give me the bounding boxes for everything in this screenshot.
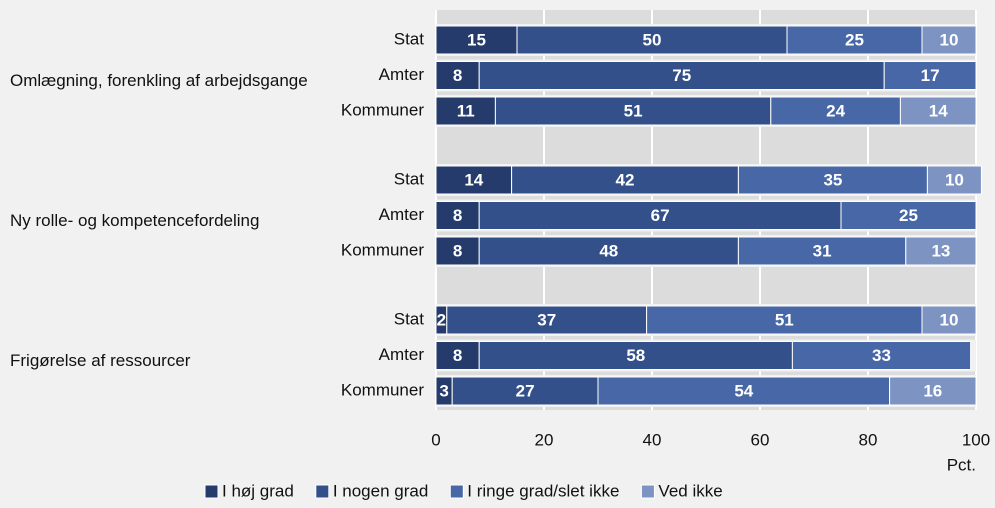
data-label: 11 bbox=[457, 101, 475, 120]
bar-segment bbox=[737, 236, 907, 266]
y-tick-label: Stat bbox=[394, 309, 425, 328]
data-label: 51 bbox=[775, 310, 794, 329]
legend-label: Ved ikke bbox=[658, 481, 722, 500]
data-label: 51 bbox=[624, 101, 643, 120]
legend-swatch bbox=[640, 484, 655, 499]
bar-segment bbox=[883, 61, 977, 90]
bar-segment bbox=[478, 236, 739, 266]
bar-segment bbox=[926, 165, 982, 195]
data-label: 27 bbox=[516, 381, 535, 400]
data-label: 10 bbox=[945, 170, 964, 189]
legend-swatch bbox=[204, 484, 219, 499]
bar-segment bbox=[786, 25, 923, 55]
data-label: 24 bbox=[826, 101, 845, 120]
bar-segment bbox=[770, 96, 901, 126]
bar-segment bbox=[905, 236, 977, 266]
y-tick-label: Kommuner bbox=[341, 380, 424, 399]
data-label: 42 bbox=[616, 170, 635, 189]
y-tick-label: Kommuner bbox=[341, 240, 424, 259]
bar-segment bbox=[478, 201, 842, 230]
bar-segment bbox=[435, 236, 480, 266]
x-tick-label: 100 bbox=[962, 430, 990, 449]
data-label: 8 bbox=[453, 346, 462, 365]
data-label: 25 bbox=[845, 30, 864, 49]
bar-segment bbox=[451, 376, 599, 406]
legend-label: I nogen grad bbox=[333, 481, 428, 500]
y-tick-label: Amter bbox=[379, 205, 425, 224]
data-label: 10 bbox=[940, 310, 959, 329]
data-label: 15 bbox=[467, 30, 486, 49]
y-tick-label: Kommuner bbox=[341, 100, 424, 119]
data-label: 10 bbox=[940, 30, 959, 49]
x-tick-label: 80 bbox=[859, 430, 878, 449]
x-axis-label: Pct. bbox=[947, 455, 976, 474]
data-label: 17 bbox=[921, 66, 940, 85]
bar-segment bbox=[435, 165, 513, 195]
bar-segment bbox=[921, 25, 977, 55]
x-tick-label: 0 bbox=[431, 430, 440, 449]
data-label: 3 bbox=[439, 381, 448, 400]
bar-segment bbox=[899, 96, 977, 126]
data-label: 37 bbox=[537, 310, 556, 329]
bar-segment bbox=[840, 201, 977, 230]
data-label: 16 bbox=[923, 381, 942, 400]
bar-segment bbox=[494, 96, 772, 126]
y-tick-label: Amter bbox=[379, 345, 425, 364]
data-label: 35 bbox=[823, 170, 842, 189]
legend-label: I ringe grad/slet ikke bbox=[467, 481, 619, 500]
y-tick-label: Amter bbox=[379, 65, 425, 84]
bar-segment bbox=[737, 165, 928, 195]
bar-segment bbox=[921, 305, 977, 335]
data-label: 8 bbox=[453, 206, 462, 225]
bar-segment bbox=[446, 305, 648, 335]
y-tick-label: Stat bbox=[394, 29, 425, 48]
group-label: Ny rolle- og kompetencefordeling bbox=[10, 211, 259, 230]
data-label: 13 bbox=[931, 241, 950, 260]
data-label: 33 bbox=[872, 346, 891, 365]
data-label: 8 bbox=[453, 66, 462, 85]
bar-segment bbox=[791, 341, 972, 370]
data-label: 14 bbox=[464, 170, 483, 189]
data-label: 48 bbox=[599, 241, 618, 260]
legend-swatch bbox=[315, 484, 330, 499]
legend-swatch bbox=[449, 484, 464, 499]
data-label: 25 bbox=[899, 206, 918, 225]
bar-segment bbox=[435, 96, 496, 126]
data-label: 14 bbox=[929, 101, 948, 120]
bar-segment bbox=[435, 25, 518, 55]
bar-segment bbox=[478, 341, 793, 370]
legend-label: I høj grad bbox=[222, 481, 294, 500]
data-label: 8 bbox=[453, 241, 462, 260]
x-tick-label: 60 bbox=[751, 430, 770, 449]
y-tick-label: Stat bbox=[394, 169, 425, 188]
group-label: Frigørelse af ressourcer bbox=[10, 351, 191, 370]
data-label: 54 bbox=[734, 381, 753, 400]
x-tick-label: 20 bbox=[535, 430, 554, 449]
bar-segment bbox=[478, 61, 885, 90]
bar-segment bbox=[511, 165, 739, 195]
data-label: 58 bbox=[626, 346, 645, 365]
data-label: 2 bbox=[437, 310, 446, 329]
data-label: 67 bbox=[651, 206, 670, 225]
group-label: Omlægning, forenkling af arbejdsgange bbox=[10, 71, 308, 90]
data-label: 75 bbox=[672, 66, 691, 85]
data-label: 31 bbox=[813, 241, 832, 260]
data-label: 50 bbox=[643, 30, 662, 49]
x-tick-label: 40 bbox=[643, 430, 662, 449]
bar-segment bbox=[889, 376, 977, 406]
